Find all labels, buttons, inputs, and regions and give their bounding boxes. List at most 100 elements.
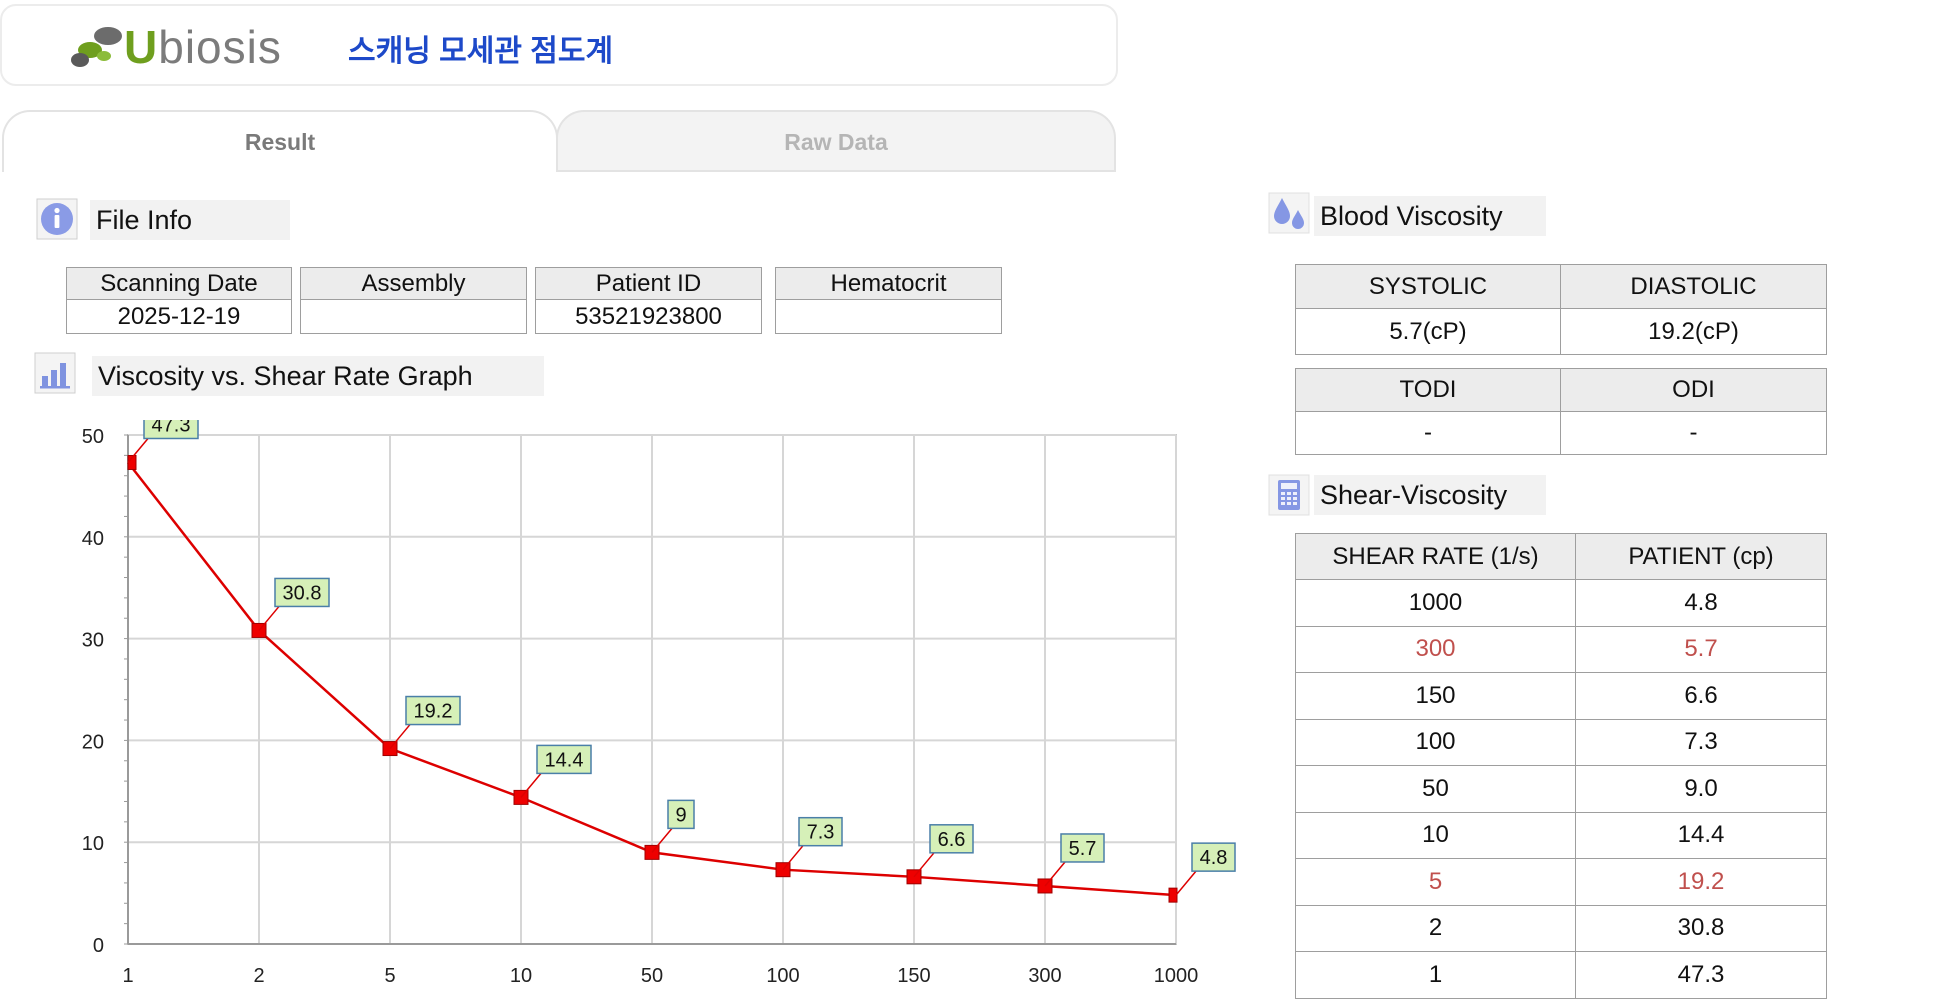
- data-label: 19.2: [414, 701, 453, 723]
- shear-viscosity-table: SHEAR RATE (1/s) PATIENT (cp) 1000 4.8 30…: [1295, 533, 1827, 999]
- data-label-leader: [913, 852, 935, 878]
- data-label: 4.8: [1200, 847, 1228, 869]
- diastolic-value: 19.2(cP): [1560, 308, 1827, 355]
- data-label-box: [405, 695, 461, 726]
- viscosity-shear-chart: 0 10 20 30 40 50 1 2 5 10 50 100 150 300 1000 47.3 30.8 1…: [82, 420, 1236, 987]
- x-tick-label: 50: [641, 965, 663, 987]
- data-label-box: [1060, 833, 1105, 863]
- table-row: 5 19.2: [1295, 858, 1827, 906]
- y-tick-label: 10: [82, 833, 104, 855]
- data-point: [1168, 887, 1178, 903]
- data-label-leader: [1175, 870, 1197, 896]
- scanning-date-value: 2025-12-19: [66, 299, 292, 334]
- graph-title: Viscosity vs. Shear Rate Graph: [92, 356, 544, 396]
- x-tick-label: 150: [897, 965, 930, 987]
- ubiosis-logo: Ubiosis: [70, 18, 310, 73]
- y-tick-label: 20: [82, 731, 104, 753]
- table-row: 1000 4.8: [1295, 579, 1827, 627]
- x-tick-label: 2: [253, 965, 264, 987]
- tab-divider: [556, 170, 1116, 172]
- shear-rate-cell: 2: [1295, 904, 1576, 952]
- y-tick-label: 0: [93, 935, 104, 957]
- patient-cell: 19.2: [1575, 858, 1827, 906]
- data-point: [127, 454, 137, 470]
- shear-rate-cell: 50: [1295, 765, 1576, 813]
- table-row: 100 7.3: [1295, 718, 1827, 766]
- data-label-leader: [389, 724, 411, 750]
- x-tick-label: 1: [122, 965, 133, 987]
- data-label: 14.4: [545, 749, 584, 771]
- data-label-box: [798, 816, 843, 847]
- patient-cell: 14.4: [1575, 811, 1827, 859]
- patient-cell: 7.3: [1575, 718, 1827, 766]
- data-label-leader: [127, 438, 149, 463]
- x-tick-label: 1000: [1154, 965, 1199, 987]
- scanning-date-header: Scanning Date: [66, 267, 292, 300]
- table-row: 300 5.7: [1295, 625, 1827, 673]
- patient-header: PATIENT (cp): [1575, 533, 1827, 580]
- x-tick-label: 100: [766, 965, 799, 987]
- systolic-header: SYSTOLIC: [1295, 264, 1561, 309]
- patient-cell: 5.7: [1575, 625, 1827, 673]
- tab-result[interactable]: Result: [2, 110, 558, 172]
- data-label: 6.6: [938, 829, 966, 851]
- table-row: 2 30.8: [1295, 904, 1827, 952]
- blood-drop-icon: [1268, 192, 1310, 234]
- data-label-box: [536, 744, 592, 775]
- logo-mark-icon: [71, 27, 122, 67]
- shear-rate-cell: 300: [1295, 625, 1576, 673]
- data-label-leader: [258, 605, 280, 631]
- y-tick-label: 50: [82, 426, 104, 448]
- shear-viscosity-title: Shear-Viscosity: [1314, 475, 1546, 515]
- shear-rate-cell: 100: [1295, 718, 1576, 766]
- blood-viscosity-table: SYSTOLIC DIASTOLIC 5.7(cP) 19.2(cP): [1295, 264, 1827, 355]
- hematocrit-header: Hematocrit: [775, 267, 1002, 300]
- data-label-leader: [651, 827, 673, 853]
- info-icon: [36, 198, 78, 240]
- patient-cell: 9.0: [1575, 765, 1827, 813]
- y-tick-label: 30: [82, 630, 104, 652]
- data-label-leader: [782, 845, 804, 871]
- bar-chart-icon: [34, 352, 76, 394]
- patient-id-header: Patient ID: [535, 267, 762, 300]
- data-label-box: [274, 577, 330, 608]
- todi-header: TODI: [1295, 368, 1561, 412]
- assembly-header: Assembly: [300, 267, 527, 300]
- index-table: TODI ODI - -: [1295, 368, 1827, 455]
- systolic-value: 5.7(cP): [1295, 308, 1561, 355]
- todi-value: -: [1295, 411, 1561, 455]
- app-title: 스캐닝 모세관 점도계: [348, 35, 614, 68]
- patient-cell: 47.3: [1575, 951, 1827, 999]
- file-info-title: File Info: [90, 200, 290, 240]
- calculator-icon: [1268, 474, 1310, 516]
- table-row: 10 14.4: [1295, 811, 1827, 859]
- diastolic-header: DIASTOLIC: [1560, 264, 1827, 309]
- data-label: 30.8: [283, 582, 322, 604]
- table-row: 1 47.3: [1295, 951, 1827, 999]
- shear-rate-cell: 5: [1295, 858, 1576, 906]
- patient-cell: 6.6: [1575, 672, 1827, 720]
- data-label-box: [143, 420, 199, 440]
- assembly-value: [300, 299, 527, 334]
- x-tick-label: 300: [1028, 965, 1061, 987]
- table-row: 150 6.6: [1295, 672, 1827, 720]
- shear-rate-cell: 150: [1295, 672, 1576, 720]
- data-label-leader: [520, 772, 542, 798]
- data-label-box: [929, 824, 974, 854]
- hematocrit-value: [775, 299, 1002, 334]
- x-tick-label: 10: [510, 965, 532, 987]
- data-label-leader: [1044, 861, 1066, 887]
- odi-header: ODI: [1560, 368, 1827, 412]
- shear-rate-cell: 10: [1295, 811, 1576, 859]
- x-tick-label: 5: [384, 965, 395, 987]
- tab-raw-data[interactable]: Raw Data: [556, 110, 1116, 172]
- data-label: 7.3: [807, 822, 835, 844]
- patient-id-value: 53521923800: [535, 299, 762, 334]
- odi-value: -: [1560, 411, 1827, 455]
- data-label: 9: [675, 804, 686, 826]
- shear-rate-cell: 1000: [1295, 579, 1576, 627]
- data-label-box: [1191, 842, 1236, 872]
- app-header: [0, 4, 1118, 86]
- y-tick-label: 40: [82, 528, 104, 550]
- logo-wordmark: Ubiosis: [124, 21, 282, 73]
